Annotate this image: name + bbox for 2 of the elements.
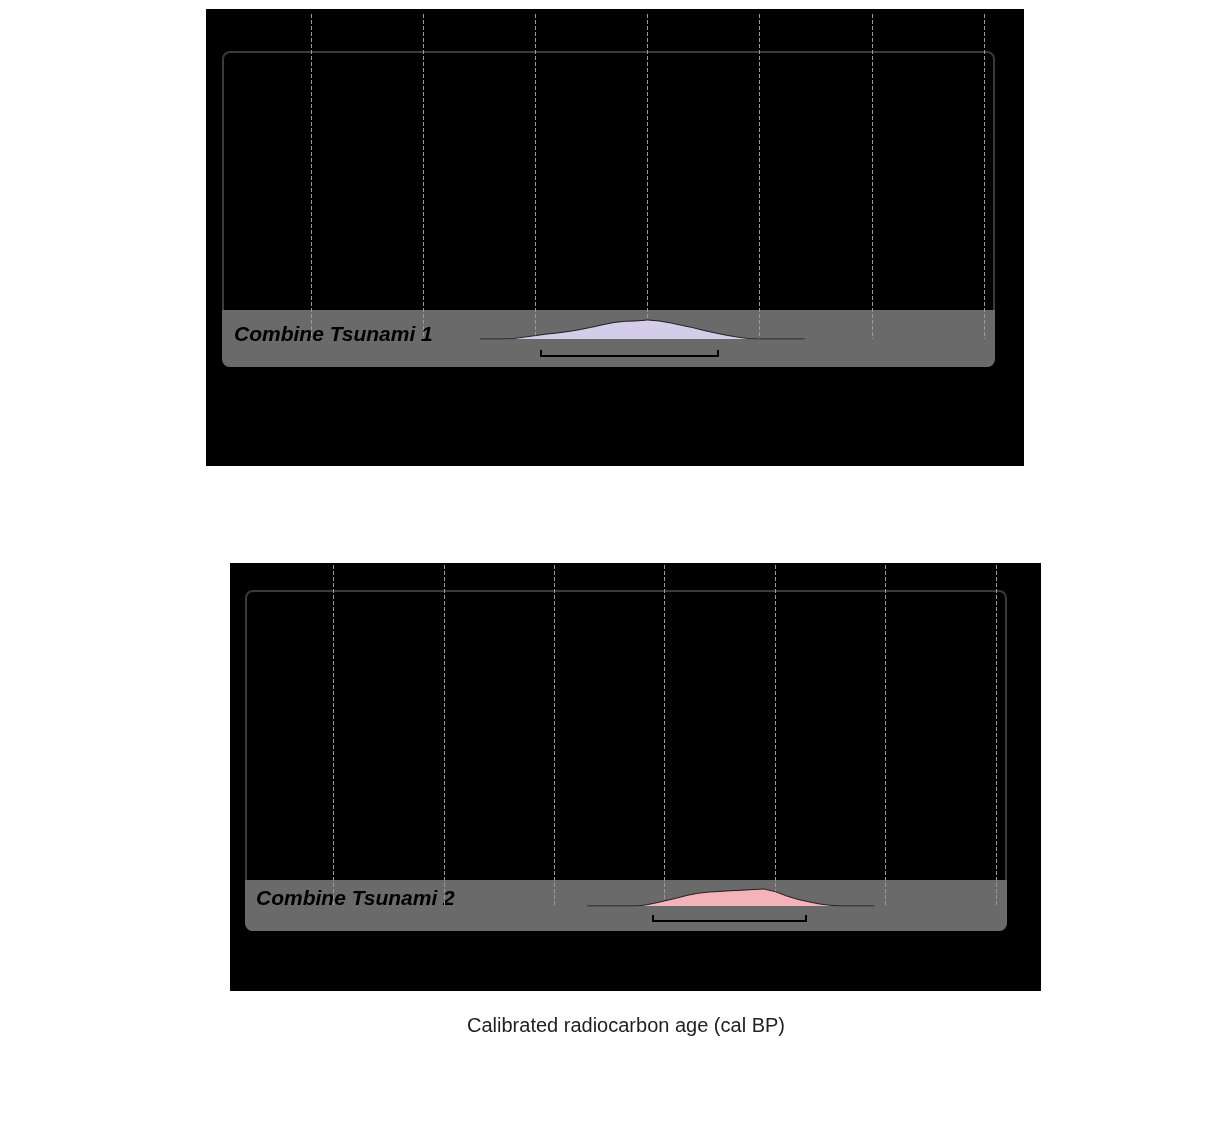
text: Combine Tsunami 1: [234, 322, 433, 345]
x-axis-title: Calibrated radiocarbon age (cal BP): [467, 1014, 785, 1036]
